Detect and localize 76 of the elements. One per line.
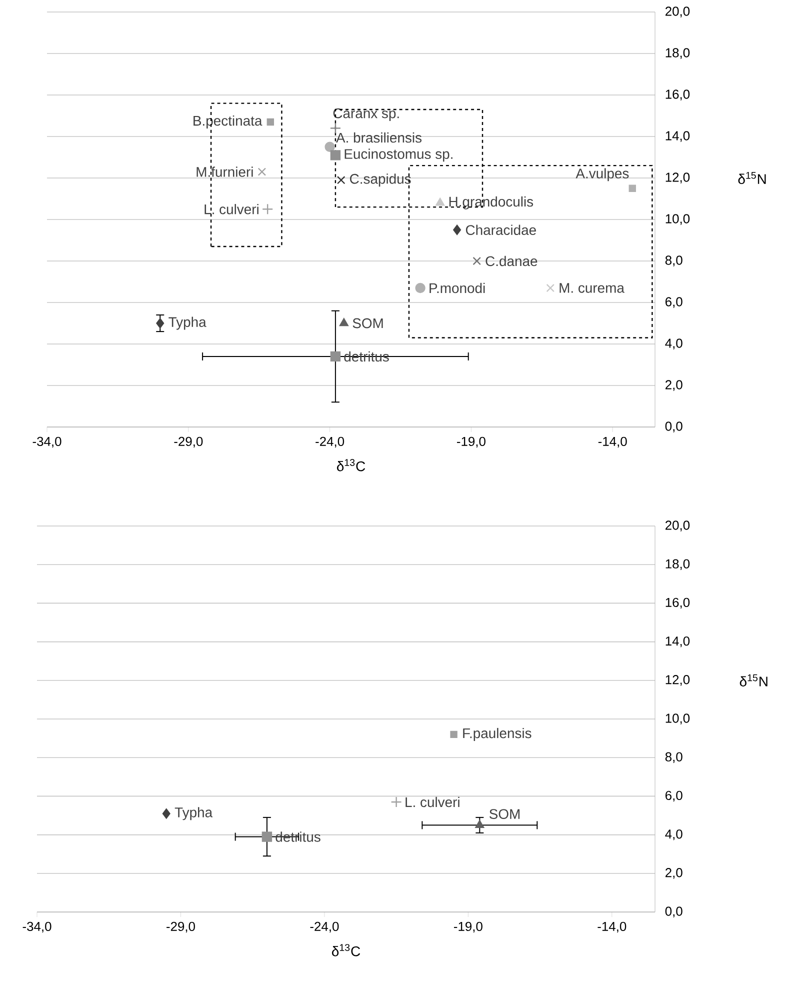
series-label: Typha [168, 316, 206, 330]
series-label: A.vulpes [576, 168, 629, 182]
series-label: Characidae [466, 224, 536, 236]
point [546, 284, 555, 292]
point [330, 150, 341, 160]
series-label: Caranx sp. [333, 108, 399, 121]
y-tick-label: 16,0 [666, 598, 690, 609]
y-tick-label: 14,0 [666, 636, 690, 648]
series-label: Eucinostomus sp. [344, 148, 452, 162]
series-label: M. curema [560, 283, 624, 293]
point [262, 832, 272, 842]
series-label: M.furnieri [196, 166, 253, 177]
y-tick-label: 4,0 [665, 829, 682, 840]
y-tick-label: 2,0 [666, 868, 682, 879]
series-label: L. culveri [204, 204, 258, 214]
y-axis-title: δ$^{15}$N [740, 674, 768, 686]
series-label: H.grandoculis [449, 196, 534, 210]
x-tick-label: -14,0 [598, 922, 626, 933]
series-label: Typha [174, 807, 213, 820]
x-tick-label: -19,0 [457, 436, 486, 448]
point [258, 168, 266, 176]
y-tick-label: 20,0 [666, 6, 690, 18]
y-tick-label: 18,0 [666, 559, 690, 570]
y-tick-label: 6,0 [666, 790, 682, 802]
series-label: L. culveri [406, 796, 460, 808]
y-tick-label: 10,0 [666, 214, 690, 225]
y-tick-label: 6,0 [666, 297, 682, 308]
point [450, 730, 458, 738]
point [475, 820, 484, 828]
y-tick-label: 10,0 [666, 714, 690, 724]
point [262, 204, 274, 215]
series-label: SOM [490, 809, 520, 819]
x-tick-label: -34,0 [32, 436, 62, 448]
y-tick-label: 2,0 [666, 380, 682, 391]
x-tick-label: -29,0 [166, 922, 195, 933]
point [336, 176, 346, 184]
x-tick-label: -19,0 [454, 922, 482, 933]
x-tick-label: -24,0 [310, 922, 339, 933]
x-axis-title: δ$^{13}$C [336, 459, 366, 472]
y-tick-label: 0,0 [665, 906, 682, 918]
y-tick-label: 20,0 [666, 520, 690, 532]
point [330, 351, 341, 362]
series-label: P.monodi [430, 282, 485, 294]
point [472, 256, 481, 266]
series-label: C.sapidus [350, 174, 411, 187]
y-axis-title: δ$^{15}$N [738, 172, 766, 184]
x-tick-label: -14,0 [598, 436, 627, 448]
series-label: C.danae [486, 256, 538, 266]
point [415, 282, 426, 294]
y-tick-label: 18,0 [666, 48, 690, 59]
point [628, 184, 636, 192]
y-tick-label: 8,0 [665, 256, 682, 266]
x-axis-title: δ$^{13}$C [332, 944, 360, 956]
series-label: B.pectinata [194, 115, 262, 128]
x-tick-label: -29,0 [174, 436, 203, 448]
x-tick-label: -34,0 [22, 922, 52, 933]
series-label: SOM [352, 318, 383, 328]
y-tick-label: 12,0 [666, 172, 690, 184]
point [390, 796, 402, 808]
point [453, 224, 462, 235]
series-label: A. brasiliensis [336, 132, 422, 143]
y-tick-label: 16,0 [666, 90, 690, 100]
y-tick-label: 14,0 [666, 131, 690, 142]
x-tick-label: -24,0 [316, 436, 344, 448]
point [339, 318, 348, 326]
y-tick-label: 0,0 [665, 422, 682, 432]
y-tick-label: 12,0 [666, 675, 690, 686]
point [436, 198, 445, 206]
point [266, 118, 274, 126]
point [324, 142, 335, 152]
point [156, 318, 164, 328]
series-label: F.paulensis [463, 728, 532, 741]
y-tick-label: 8,0 [665, 752, 682, 763]
y-tick-label: 4,0 [665, 338, 682, 350]
point [162, 808, 170, 819]
point [330, 122, 342, 134]
